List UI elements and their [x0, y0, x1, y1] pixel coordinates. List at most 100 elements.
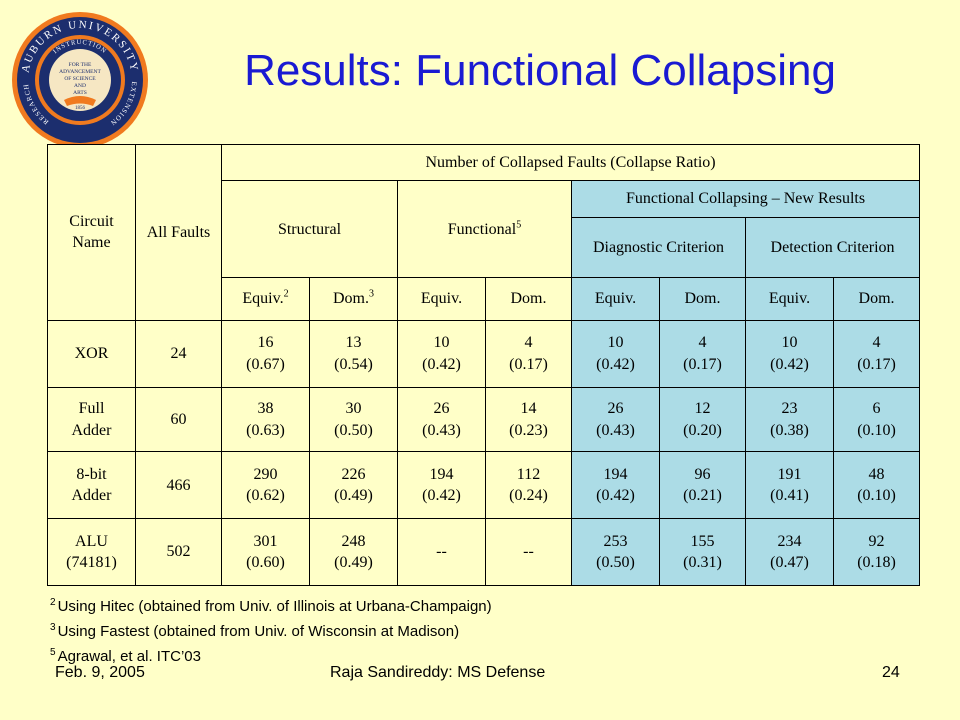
page-title: Results: Functional Collapsing [244, 46, 836, 95]
fault-count-cell: 14 (0.23) [485, 386, 572, 453]
header-structural-equiv: Equiv.2 [221, 277, 310, 321]
footnote-2: 2 Using Hitec (obtained from Univ. of Ill… [50, 592, 492, 617]
header-diagnostic-criterion: Diagnostic Criterion [571, 216, 746, 279]
fault-count-cell: 10 (0.42) [571, 319, 660, 388]
footnote-number: 3 [50, 622, 56, 633]
circuit-name-cell: ALU (74181) [47, 518, 136, 586]
fault-count: 194 [429, 465, 454, 483]
fault-count-cell: 16 (0.67) [221, 319, 310, 388]
footer-date: Feb. 9, 2005 [55, 664, 145, 681]
collapse-ratio: (0.42) [422, 355, 461, 373]
collapse-ratio: (0.24) [509, 487, 548, 505]
collapse-ratio: (0.41) [770, 487, 809, 505]
fault-count: 6 [872, 400, 881, 417]
fault-count-cell: 10 (0.42) [397, 319, 486, 388]
fault-count: 4 [698, 334, 707, 352]
fault-count: 26 [433, 400, 450, 417]
collapse-ratio: (0.42) [596, 487, 635, 505]
all-faults-cell: 466 [135, 451, 222, 520]
seal-center-line-4: AND [74, 83, 86, 89]
footnote-number: 2 [50, 597, 56, 608]
footnote-text: Using Fastest (obtained from Univ. of Wi… [57, 623, 460, 640]
header-diagnostic-equiv: Equiv. [571, 277, 660, 321]
collapse-ratio: (0.49) [334, 487, 373, 505]
header-dom-footnote-ref: 3 [369, 289, 374, 301]
fault-count: 23 [781, 400, 798, 417]
header-functional: Functional5 [397, 180, 572, 279]
header-functional-dom: Dom. [485, 277, 572, 321]
collapse-ratio: (0.23) [509, 421, 548, 439]
collapse-ratio: (0.18) [857, 554, 896, 572]
collapse-ratio: (0.47) [770, 554, 809, 572]
fault-count: 13 [345, 334, 362, 352]
header-functional-footnote-ref: 5 [516, 219, 522, 231]
table-row: ALU (74181) 502 301 (0.60) 248 (0.49) -- -- 253 (0… [47, 518, 921, 586]
fault-count: -- [436, 543, 447, 561]
footnote-number: 5 [50, 647, 56, 658]
footnote-text: Agrawal, et al. ITC’03 [57, 648, 201, 665]
fault-count: 16 [257, 334, 274, 352]
fault-count-cell: 6 (0.10) [832, 386, 921, 453]
fault-count-cell: 4 (0.17) [485, 319, 572, 388]
fault-count-cell: 234 (0.47) [745, 518, 834, 586]
fault-count: 10 [607, 334, 624, 352]
circuit-name-line: (74181) [66, 554, 117, 572]
header-new-results: Functional Collapsing – New Results [570, 180, 921, 218]
fault-count-cell: -- [485, 518, 572, 586]
table-row: Full Adder 60 38 (0.63) 30 (0.50) 26 (0.43) 14 (0.… [47, 386, 921, 453]
header-functional-label: Functional [447, 220, 517, 238]
collapse-ratio: (0.43) [596, 421, 635, 439]
fault-count: 10 [433, 334, 450, 352]
collapse-ratio: (0.17) [683, 355, 722, 373]
fault-count: 96 [694, 465, 711, 483]
header-diagnostic-dom: Dom. [659, 277, 746, 321]
circuit-name-line: XOR [74, 345, 109, 363]
header-collapsed-faults: Number of Collapsed Faults (Collapse Rat… [220, 143, 921, 182]
circuit-name-line: Adder [71, 487, 112, 505]
collapse-ratio: (0.63) [246, 421, 285, 439]
fault-count: 226 [341, 465, 366, 483]
fault-count: 38 [257, 400, 274, 417]
fault-count-cell: 290 (0.62) [221, 451, 310, 520]
fault-count: 10 [781, 334, 798, 352]
fault-count-cell: 248 (0.49) [309, 518, 398, 586]
header-detection-equiv: Equiv. [745, 277, 834, 321]
fault-count: 191 [777, 465, 802, 483]
fault-count-cell: 4 (0.17) [832, 319, 921, 388]
fault-count-cell: 92 (0.18) [832, 518, 921, 586]
fault-count: 155 [690, 532, 715, 550]
fault-count: 26 [607, 400, 624, 417]
fault-count: 4 [872, 334, 881, 352]
fault-count: 301 [253, 532, 278, 550]
fault-count-cell: -- [397, 518, 486, 586]
fault-count: 12 [694, 400, 711, 417]
all-faults-cell: 24 [135, 319, 222, 388]
fault-count-cell: 112 (0.24) [485, 451, 572, 520]
collapse-ratio: (0.10) [857, 487, 896, 505]
fault-count-cell: 96 (0.21) [659, 451, 746, 520]
fault-count-cell: 12 (0.20) [659, 386, 746, 453]
fault-count: 290 [253, 465, 278, 483]
fault-count: 248 [341, 532, 366, 550]
header-equiv-footnote-ref: 2 [283, 289, 289, 301]
fault-count-cell: 253 (0.50) [571, 518, 660, 586]
seal-lamp-icon [64, 96, 96, 106]
collapse-ratio: (0.42) [770, 355, 809, 373]
fault-count: 253 [603, 532, 628, 550]
fault-count-cell: 48 (0.10) [832, 451, 921, 520]
fault-count: 48 [868, 465, 885, 483]
collapse-ratio: (0.20) [683, 421, 722, 439]
footnote-3: 3 Using Fastest (obtained from Univ. of W… [50, 617, 492, 642]
fault-count-cell: 30 (0.50) [309, 386, 398, 453]
header-circuit-name: Circuit Name [47, 144, 136, 321]
fault-count: -- [523, 543, 534, 561]
collapse-ratio: (0.21) [683, 487, 722, 505]
collapse-ratio: (0.50) [596, 554, 635, 572]
circuit-name-line: Full [78, 400, 105, 417]
fault-count-cell: 301 (0.60) [221, 518, 310, 586]
collapse-ratio: (0.10) [857, 421, 896, 439]
fault-count: 14 [520, 400, 537, 417]
auburn-university-seal-logo: AUBURN UNIVERSITY RESEARCH EXTENSION INS… [12, 12, 148, 148]
fault-count: 194 [603, 465, 628, 483]
header-structural-dom: Dom.3 [309, 277, 398, 321]
